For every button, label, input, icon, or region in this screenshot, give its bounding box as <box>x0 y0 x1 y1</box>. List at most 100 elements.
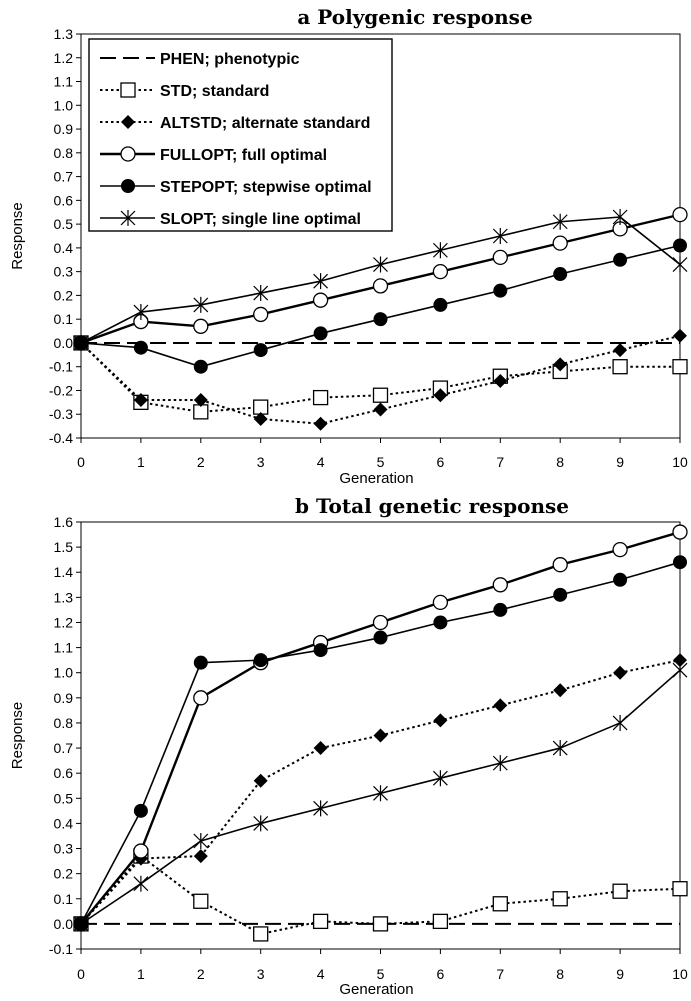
series-altstd-point <box>613 343 628 358</box>
series-fullopt-point <box>672 206 688 223</box>
legend-phen-label: PHEN; phenotypic <box>160 51 300 68</box>
y-tick-label: -0.4 <box>49 430 73 446</box>
series-std-point <box>253 926 269 942</box>
legend-std-point <box>120 82 136 98</box>
legend-fullopt-label: FULLOPT; full optimal <box>160 147 327 164</box>
y-tick-label: -0.2 <box>49 382 73 398</box>
series-stepopt-point <box>373 630 388 645</box>
x-tick-label: 4 <box>317 966 325 982</box>
y-tick-label: 0.7 <box>54 169 74 185</box>
series-fullopt-point <box>432 263 449 280</box>
y-tick-label: 1.3 <box>54 26 74 42</box>
x-tick-label: 0 <box>77 454 85 470</box>
series-std-point <box>432 913 449 930</box>
x-tick-label: 9 <box>616 966 624 982</box>
chart-title: b Total genetic response <box>295 494 569 518</box>
x-tick-label: 3 <box>257 454 265 470</box>
legend-std-label: STD; standard <box>160 83 269 100</box>
series-stepopt-point <box>193 359 208 374</box>
y-tick-label: 0.6 <box>54 765 74 781</box>
series-std-point <box>492 896 508 912</box>
series-fullopt-point <box>193 690 209 706</box>
x-tick-label: 4 <box>317 454 325 470</box>
series-std-point <box>552 891 568 907</box>
y-tick-label: 0.0 <box>54 335 74 351</box>
series-stepopt-point <box>373 312 388 327</box>
legend-altstd-label: ALTSTD; alternate standard <box>160 115 370 132</box>
series-altstd <box>74 328 687 431</box>
series-altstd-point <box>193 392 208 407</box>
series-altstd-line <box>80 334 681 425</box>
series-altstd-point <box>433 388 448 403</box>
series-fullopt <box>73 206 688 351</box>
y-tick-label: 0.5 <box>54 790 74 806</box>
series-fullopt-point <box>253 306 269 323</box>
series-altstd-point <box>313 416 328 431</box>
series-fullopt-point <box>372 614 389 631</box>
series-std <box>73 335 688 420</box>
x-tick-label: 1 <box>137 966 145 982</box>
series-slopt-point <box>133 304 149 321</box>
y-tick-label: 0.7 <box>54 740 74 756</box>
x-axis-label: Generation <box>339 470 413 487</box>
series-std-point <box>372 387 389 403</box>
series-stepopt-point <box>493 283 508 298</box>
x-tick-label: 10 <box>672 966 688 982</box>
legend-box <box>88 38 393 232</box>
y-axis-label: Response <box>9 202 26 270</box>
series-std-point <box>193 893 209 909</box>
series-fullopt-point <box>312 292 329 308</box>
series-stepopt-point <box>433 297 448 312</box>
series-stepopt-point <box>673 555 687 570</box>
y-tick-label: 0.3 <box>54 841 74 857</box>
series-altstd-point <box>193 849 208 864</box>
x-tick-label: 6 <box>437 966 445 982</box>
legend-fullopt-point <box>120 146 136 162</box>
series-stepopt-point <box>313 643 328 658</box>
x-tick-label: 7 <box>496 966 504 982</box>
y-tick-label: 0.0 <box>54 916 74 932</box>
series-slopt-point <box>432 770 448 787</box>
series-fullopt-point <box>552 557 568 573</box>
series-altstd-point <box>433 713 448 728</box>
series-stepopt-point <box>133 340 148 355</box>
series-stepopt-point <box>493 602 508 617</box>
y-tick-label: 1.3 <box>54 589 74 605</box>
series-slopt-point <box>253 815 269 832</box>
x-tick-label: 2 <box>197 966 205 982</box>
y-tick-label: 0.9 <box>54 121 74 137</box>
series-stepopt-point <box>133 803 148 818</box>
series-std-point <box>312 389 329 406</box>
series-stepopt-point <box>553 587 568 602</box>
series-slopt-point <box>193 832 209 849</box>
y-tick-label: 0.3 <box>54 264 74 280</box>
series-slopt-point <box>612 208 628 225</box>
series-slopt-point <box>253 285 269 302</box>
legend-stepopt-point <box>121 179 135 193</box>
series-stepopt-point <box>433 615 448 630</box>
series-slopt <box>73 208 688 351</box>
series-std-point <box>612 883 628 899</box>
chart-panel-a: a Polygenic response 1.3 1.2 1.1 1.0 0.9 0.8 0.… <box>9 5 688 487</box>
y-tick-label: 0.6 <box>54 192 74 208</box>
series-altstd-point <box>373 728 388 743</box>
series-slopt-point <box>552 740 568 757</box>
series-slopt-point <box>492 228 508 244</box>
x-tick-label: 0 <box>77 966 85 982</box>
y-tick-label: 1.4 <box>54 564 74 580</box>
series-fullopt-point <box>612 541 628 558</box>
series-slopt-point <box>492 755 508 772</box>
y-tick-label: 1.5 <box>54 539 74 555</box>
series-stepopt-point <box>253 653 268 668</box>
series-slopt-point <box>672 662 688 679</box>
series-slopt-point <box>73 334 89 351</box>
y-tick-label: 1.0 <box>54 665 74 681</box>
y-tick-label: 1.6 <box>54 514 74 530</box>
y-axis-label: Response <box>9 702 26 770</box>
y-tick-label: 1.2 <box>54 50 74 66</box>
series-altstd-point <box>253 773 268 788</box>
y-tick-label: 0.1 <box>54 311 74 327</box>
series-slopt-point <box>373 256 388 273</box>
series-slopt-point <box>313 800 329 817</box>
series-slopt-point <box>612 714 628 731</box>
